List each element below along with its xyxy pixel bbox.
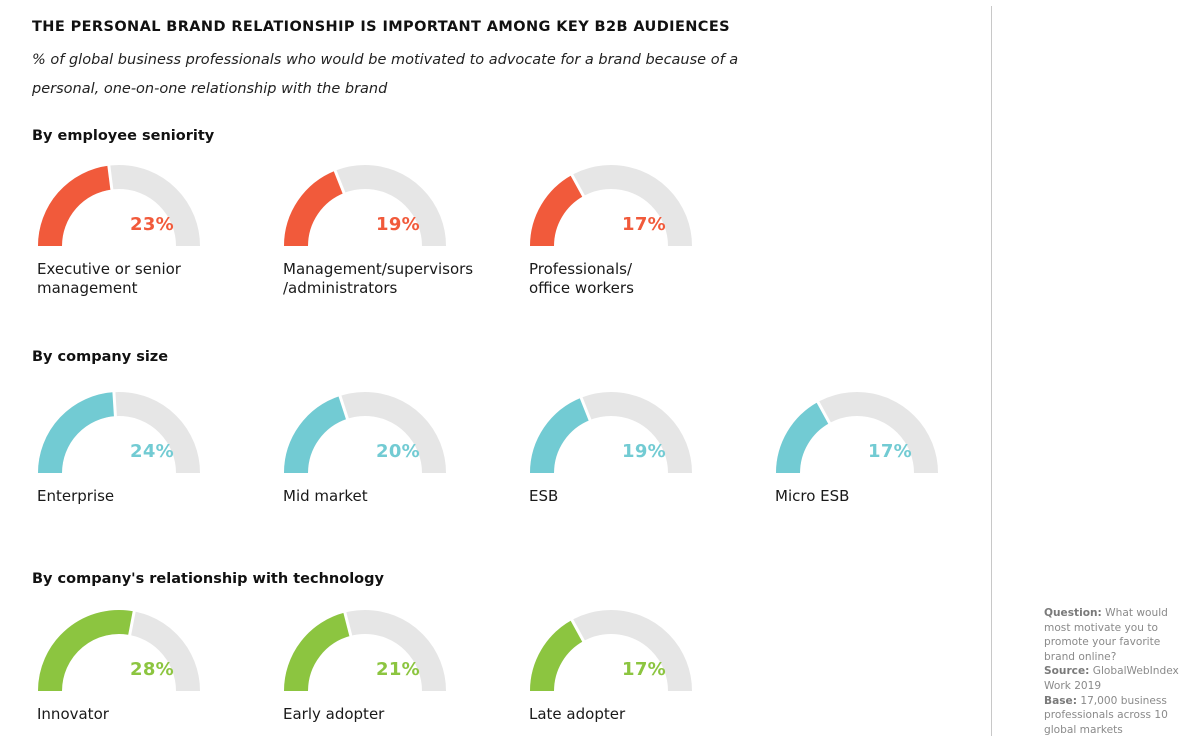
gauge-svg	[38, 610, 200, 692]
gauge-category-label: Management/supervisors /administrators	[283, 260, 474, 297]
gauge-separator	[343, 611, 353, 638]
gauge: 23% Executive or senior management	[32, 164, 272, 304]
gauge-separator	[816, 400, 832, 425]
chart-title: THE PERSONAL BRAND RELATIONSHIP IS IMPOR…	[32, 19, 730, 35]
gauge-category-label: Late adopter	[529, 705, 626, 723]
gauge-fill	[38, 610, 135, 692]
source-label: Source:	[1044, 665, 1090, 678]
gauge-fill	[38, 392, 116, 474]
gauge-svg	[284, 610, 446, 692]
source-text: GlobalWebIndex Work 2019	[1044, 665, 1179, 692]
section-title: By employee seniority	[32, 128, 215, 144]
gauge-value-label: 17%	[622, 659, 666, 680]
gauge-fill	[776, 402, 830, 474]
gauge-category-label: Executive or senior management	[37, 260, 181, 297]
gauge-value-label: 20%	[376, 441, 420, 462]
gauge: 19% Management/supervisors /administrator…	[278, 164, 518, 304]
vertical-divider	[991, 6, 992, 736]
gauge-fill	[530, 175, 584, 247]
gauge-value-label: 19%	[376, 214, 420, 235]
gauge: 17% Micro ESB	[770, 391, 1010, 531]
base-label: Base:	[1044, 694, 1077, 707]
gauge-category-label: Mid market	[283, 487, 368, 505]
gauge-value-label: 23%	[130, 214, 174, 235]
gauge-svg	[530, 610, 692, 692]
gauge-svg	[38, 164, 200, 247]
gauge-svg	[530, 392, 692, 474]
gauge-separator	[333, 169, 346, 195]
gauge-value-label: 19%	[622, 441, 666, 462]
footnotes: Question: What would most motivate you t…	[1044, 606, 1194, 737]
gauge: 17% Professionals/ office workers	[524, 164, 764, 304]
gauge-svg	[284, 392, 446, 474]
gauge-category-label: Innovator	[37, 705, 109, 723]
gauge: 24% Enterprise	[32, 391, 272, 531]
gauge-separator	[570, 173, 586, 198]
gauge-value-label: 17%	[868, 441, 912, 462]
chart-subtitle: % of global business professionals who w…	[32, 52, 739, 97]
gauge-separator	[112, 391, 117, 418]
gauge-category-label: Micro ESB	[775, 487, 850, 505]
gauge-category-label: Enterprise	[37, 487, 115, 505]
gauge-fill	[284, 612, 352, 692]
gauge-separator	[128, 610, 136, 637]
gauge-category-label: Early adopter	[283, 705, 385, 723]
gauge: 19% ESB	[524, 391, 764, 531]
section-title: By company's relationship with technolog…	[32, 571, 384, 587]
gauge: 28% Innovator	[32, 609, 272, 749]
base-text: 17,000 business professionals across 10 …	[1044, 694, 1168, 736]
gauge: 20% Mid market	[278, 391, 518, 531]
gauge-value-label: 24%	[130, 441, 174, 462]
question-label: Question:	[1044, 607, 1102, 619]
gauge-category-label: Professionals/ office workers	[529, 260, 634, 297]
gauge: 21% Early adopter	[278, 609, 518, 749]
gauge-svg	[38, 391, 200, 474]
gauge-value-label: 28%	[130, 659, 174, 680]
gauge-separator	[338, 394, 350, 421]
section-title: By company size	[32, 349, 169, 365]
gauge-fill	[530, 397, 591, 474]
gauge-svg	[530, 165, 692, 247]
gauge-fill	[38, 165, 113, 247]
gauge-separator	[570, 618, 586, 643]
gauge-fill	[284, 395, 348, 474]
gauge-separator	[579, 396, 592, 422]
question-text: What would most motivate you to promote …	[1044, 607, 1168, 663]
gauge-svg	[284, 165, 446, 247]
gauge-separator	[107, 164, 114, 191]
gauge-value-label: 17%	[622, 214, 666, 235]
gauge-category-label: ESB	[529, 487, 559, 505]
gauge-fill	[530, 620, 584, 692]
gauge-fill	[284, 170, 345, 247]
gauge-value-label: 21%	[376, 659, 420, 680]
gauge: 17% Late adopter	[524, 609, 764, 749]
gauge-svg	[776, 392, 938, 474]
